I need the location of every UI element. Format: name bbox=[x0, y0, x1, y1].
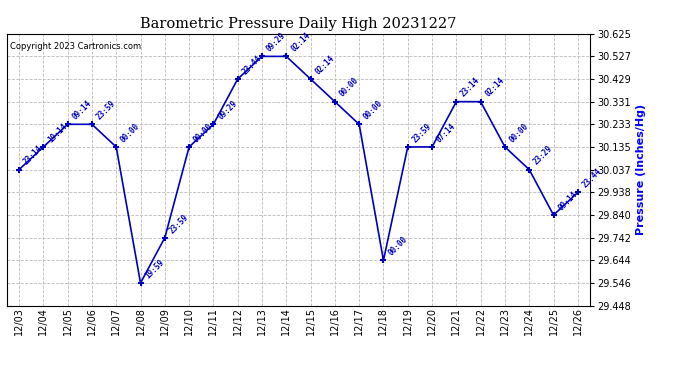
Text: 19:14: 19:14 bbox=[46, 122, 69, 144]
Text: 07:14: 07:14 bbox=[435, 122, 457, 144]
Title: Barometric Pressure Daily High 20231227: Barometric Pressure Daily High 20231227 bbox=[140, 17, 457, 31]
Text: 00:00: 00:00 bbox=[362, 99, 384, 122]
Text: Copyright 2023 Cartronics.com: Copyright 2023 Cartronics.com bbox=[10, 42, 141, 51]
Text: 23:59: 23:59 bbox=[411, 122, 433, 144]
Text: 09:29: 09:29 bbox=[216, 99, 239, 122]
Text: 09:14: 09:14 bbox=[556, 190, 579, 212]
Text: 09:14: 09:14 bbox=[70, 99, 93, 122]
Text: 00:00: 00:00 bbox=[337, 76, 360, 99]
Text: 23:44: 23:44 bbox=[241, 54, 263, 76]
Text: 02:14: 02:14 bbox=[313, 54, 336, 76]
Text: 02:14: 02:14 bbox=[289, 31, 312, 54]
Text: 23:59: 23:59 bbox=[168, 212, 190, 235]
Text: 23:29: 23:29 bbox=[532, 144, 555, 167]
Text: 00:00: 00:00 bbox=[508, 122, 531, 144]
Text: 23:59: 23:59 bbox=[95, 99, 117, 122]
Text: 23:14: 23:14 bbox=[459, 76, 482, 99]
Text: 00:00: 00:00 bbox=[119, 122, 141, 144]
Text: 02:14: 02:14 bbox=[484, 76, 506, 99]
Text: 23:44: 23:44 bbox=[580, 167, 603, 190]
Text: 23:14: 23:14 bbox=[22, 144, 45, 167]
Text: 09:29: 09:29 bbox=[265, 31, 288, 54]
Text: 00:00: 00:00 bbox=[386, 235, 409, 258]
Text: 19:59: 19:59 bbox=[144, 258, 166, 280]
Text: 00:00: 00:00 bbox=[192, 122, 215, 144]
Y-axis label: Pressure (Inches/Hg): Pressure (Inches/Hg) bbox=[636, 104, 647, 235]
